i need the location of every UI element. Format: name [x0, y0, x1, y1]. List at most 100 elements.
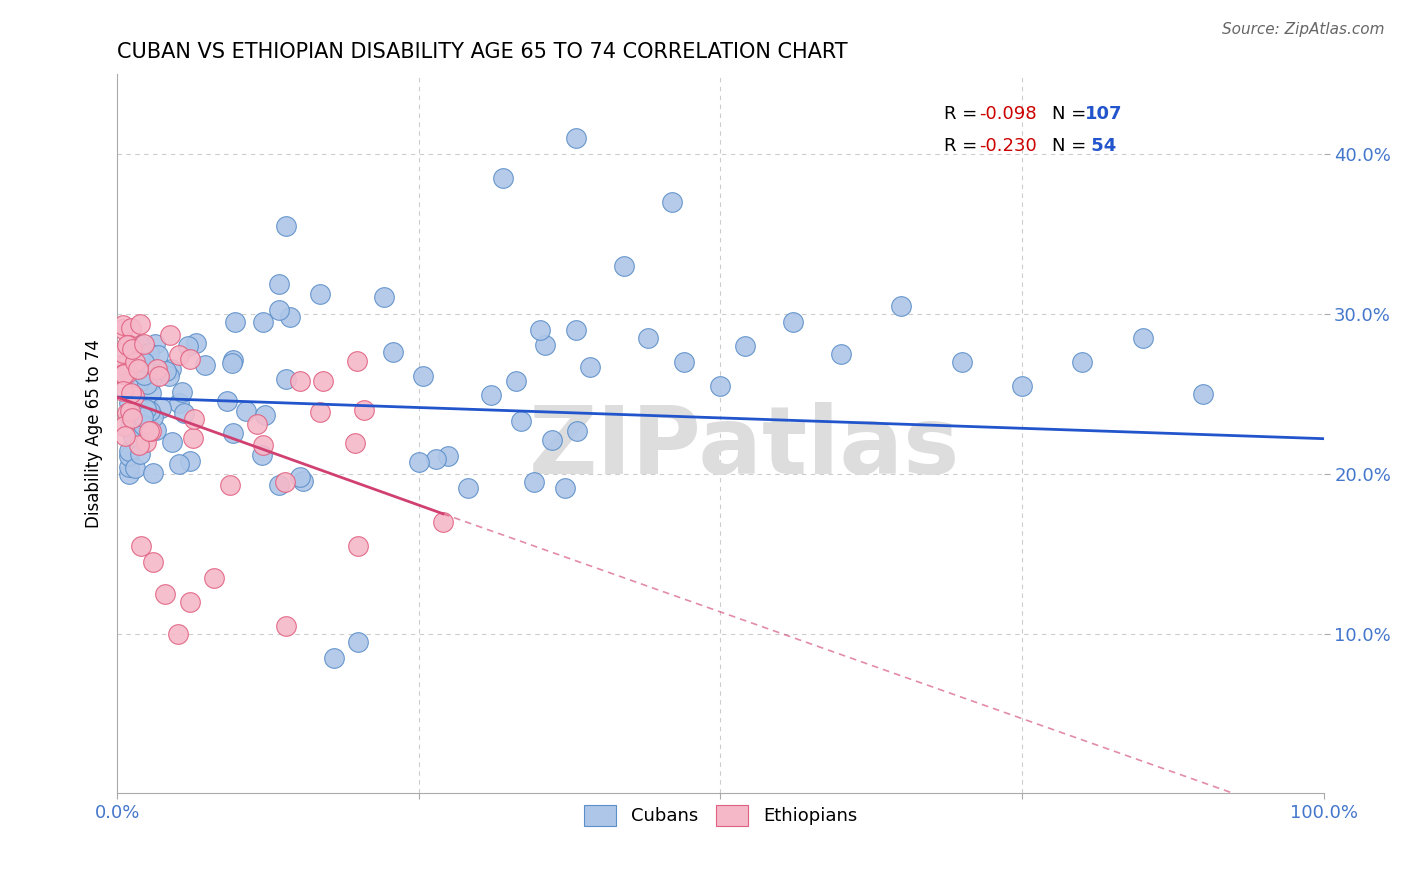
Point: [564, 323, 586, 337]
Point: [579, 360, 602, 375]
Point: [128, 361, 150, 376]
Point: [159, 361, 181, 376]
Point: [308, 287, 330, 301]
Point: [145, 423, 167, 437]
Point: [343, 435, 366, 450]
Point: [142, 466, 165, 480]
Point: [564, 131, 586, 145]
Point: [132, 368, 155, 382]
Point: [830, 347, 852, 361]
Point: [121, 429, 143, 443]
Point: [118, 366, 141, 380]
Legend: Cubans, Ethiopians: Cubans, Ethiopians: [575, 796, 866, 835]
Text: R =: R =: [943, 105, 983, 123]
Point: [169, 348, 191, 362]
Point: [425, 451, 447, 466]
Point: [143, 337, 166, 351]
Point: [159, 328, 181, 343]
Text: Source: ZipAtlas.com: Source: ZipAtlas.com: [1222, 22, 1385, 37]
Point: [661, 195, 683, 210]
Point: [457, 481, 479, 495]
Point: [139, 386, 162, 401]
Point: [222, 425, 245, 440]
Point: [1132, 331, 1154, 345]
Text: ZIPatlas: ZIPatlas: [529, 402, 960, 494]
Point: [112, 418, 135, 433]
Point: [734, 339, 756, 353]
Point: [120, 403, 142, 417]
Point: [267, 277, 290, 291]
Point: [479, 387, 502, 401]
Point: [432, 515, 454, 529]
Point: [194, 358, 217, 372]
Point: [148, 348, 170, 362]
Point: [1011, 379, 1033, 393]
Point: [278, 310, 301, 325]
Point: [139, 424, 162, 438]
Point: [510, 414, 533, 428]
Point: [112, 367, 135, 381]
Point: [135, 434, 157, 449]
Point: [115, 406, 138, 420]
Point: [890, 299, 912, 313]
Point: [179, 594, 201, 608]
Point: [118, 444, 141, 458]
Point: [114, 429, 136, 443]
Point: [166, 626, 188, 640]
Point: [155, 587, 177, 601]
Point: [412, 368, 434, 383]
Point: [124, 461, 146, 475]
Point: [950, 355, 973, 369]
Point: [274, 475, 297, 489]
Point: [142, 555, 165, 569]
Point: [567, 425, 589, 439]
Point: [138, 346, 160, 360]
Point: [224, 315, 246, 329]
Point: [157, 369, 180, 384]
Point: [250, 448, 273, 462]
Text: 54: 54: [1085, 137, 1116, 155]
Point: [134, 337, 156, 351]
Point: [312, 375, 335, 389]
Point: [128, 447, 150, 461]
Point: [373, 290, 395, 304]
Point: [1192, 387, 1215, 401]
Point: [492, 171, 515, 186]
Point: [118, 459, 141, 474]
Point: [115, 366, 138, 380]
Point: [155, 363, 177, 377]
Point: [118, 351, 141, 366]
Point: [167, 395, 190, 409]
Point: [112, 318, 135, 333]
Point: [132, 418, 155, 433]
Text: -0.098: -0.098: [979, 105, 1036, 123]
Point: [148, 368, 170, 383]
Point: [637, 331, 659, 345]
Point: [120, 320, 142, 334]
Point: [184, 335, 207, 350]
Point: [613, 259, 636, 273]
Point: [112, 367, 135, 381]
Point: [118, 420, 141, 434]
Point: [215, 394, 238, 409]
Point: [267, 302, 290, 317]
Point: [167, 458, 190, 472]
Point: [541, 433, 564, 447]
Point: [235, 404, 257, 418]
Point: [134, 370, 156, 384]
Point: [323, 650, 346, 665]
Point: [437, 449, 460, 463]
Point: [135, 425, 157, 439]
Point: [118, 409, 141, 423]
Point: [505, 374, 527, 388]
Point: [222, 352, 245, 367]
Point: [408, 455, 430, 469]
Point: [131, 539, 153, 553]
Point: [122, 402, 145, 417]
Point: [132, 409, 155, 424]
Point: [673, 355, 696, 369]
Point: [274, 618, 297, 632]
Point: [129, 338, 152, 352]
Point: [291, 474, 314, 488]
Point: [115, 338, 138, 352]
